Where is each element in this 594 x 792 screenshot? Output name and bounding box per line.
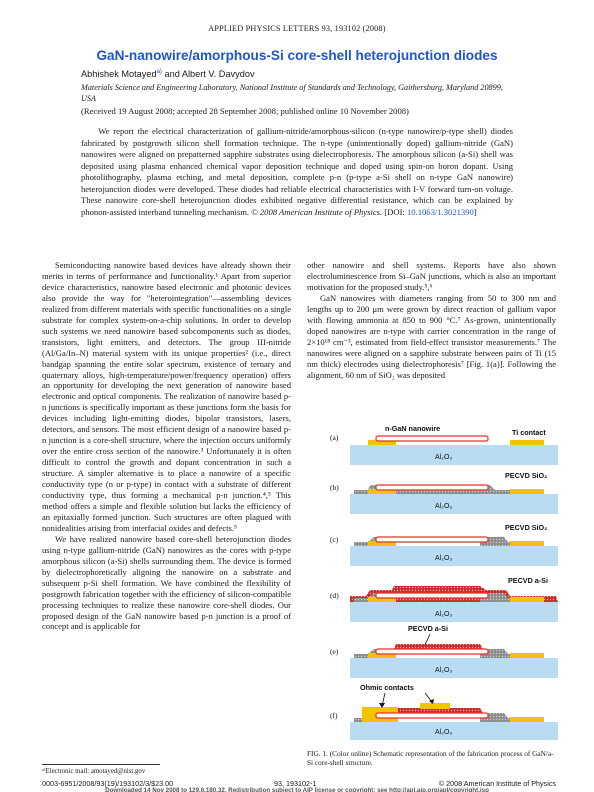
footer-page: 93, 193102-1 [274,779,317,788]
ohmic-contact-top [420,703,450,709]
footnote-rule [42,764,160,765]
affiliation: Materials Science and Engineering Labora… [81,83,503,103]
label-oxide: Al₂O₃ [435,454,452,461]
abstract: We report the electrical characterizatio… [81,126,513,217]
panel-letter: (b) [330,483,339,492]
panel-c: (c) PECVD SiO₂ Al₂O₃ [330,523,558,566]
panel-d: (d) PECVD a-Si Al₂O₃ [330,576,558,622]
doi-link[interactable]: 10.1063/1.3021390 [406,206,474,217]
abstract-text: We report the electrical characterizatio… [81,126,513,217]
svg-text:Al₂O₃: Al₂O₃ [435,503,452,510]
svg-text:Al₂O₃: Al₂O₃ [435,611,452,618]
panel-letter: (a) [330,433,339,442]
footer-copyright: © 2008 American Institute of Physics [438,779,556,788]
panel-e: (e) PECVD a-Si Al₂O₃ [330,624,558,678]
panel-letter: (f) [330,711,338,720]
paragraph: We have realized nanowire based core-she… [42,533,291,632]
label-ti: Ti contact [512,428,546,437]
figure-caption: FIG. 1. (Color online) Schematic represe… [307,749,554,767]
abstract-copyright: © 2008 American Institute of Physics. [251,206,383,217]
panel-letter: (d) [330,591,339,600]
download-notice: Downloaded 14 Nov 2008 to 129.6.180.32. … [105,787,489,792]
sapphire-substrate [350,445,558,465]
label-asi: PECVD a-Si [408,624,448,633]
author-first: Abhishek Motayed [81,69,157,80]
paragraph: other nanowire and shell systems. Report… [307,260,556,292]
panel-f: (f) Ohmic contacts Al₂O₃ [330,683,558,740]
footnote: ᵃ⁾Electronic mail: amotayed@nist.gov [42,768,146,775]
received-dates: (Received 19 August 2008; accepted 28 Se… [81,106,409,116]
label-sio2: PECVD SiO₂ [505,523,547,532]
author-rest: and Albert V. Davydov [161,69,255,80]
gan-nanowire [375,435,489,442]
panel-letter: (e) [330,647,339,656]
panel-letter: (c) [330,535,339,544]
authors: Abhishek Motayeda) and Albert V. Davydov [81,69,255,79]
right-column: other nanowire and shell systems. Report… [307,260,556,380]
svg-text:Al₂O₃: Al₂O₃ [435,729,452,736]
label-asi: PECVD a-Si [508,576,548,585]
label-ohmic: Ohmic contacts [360,683,414,692]
label-sio2: PECVD SiO₂ [505,471,547,480]
paragraph: GaN nanowires with diameters ranging fro… [307,292,556,380]
panel-b: (b) PECVD SiO₂ Al₂O₃ [330,471,558,514]
fabrication-figure: (a) n-GaN nanowire Ti contact Al₂O₃ (b) … [330,424,558,740]
running-head: APPLIED PHYSICS LETTERS 93, 193102 (2008… [208,24,386,33]
author-footnote-mark[interactable]: a) [156,69,162,75]
svg-text:Al₂O₃: Al₂O₃ [435,555,452,562]
label-nanowire: n-GaN nanowire [385,424,440,433]
paper-title: GaN-nanowire/amorphous-Si core-shell het… [96,48,498,63]
svg-text:Al₂O₃: Al₂O₃ [435,667,452,674]
paragraph: Semiconducting nanowire based devices ha… [42,260,291,533]
footer-issn: 0003-6951/2008/93(19)/193102/3/$23.00 [42,779,174,788]
ti-contact-left [368,440,396,445]
ti-contact-right [510,440,544,445]
panel-a: (a) n-GaN nanowire Ti contact Al₂O₃ [330,424,558,465]
left-column: Semiconducting nanowire based devices ha… [42,260,291,632]
